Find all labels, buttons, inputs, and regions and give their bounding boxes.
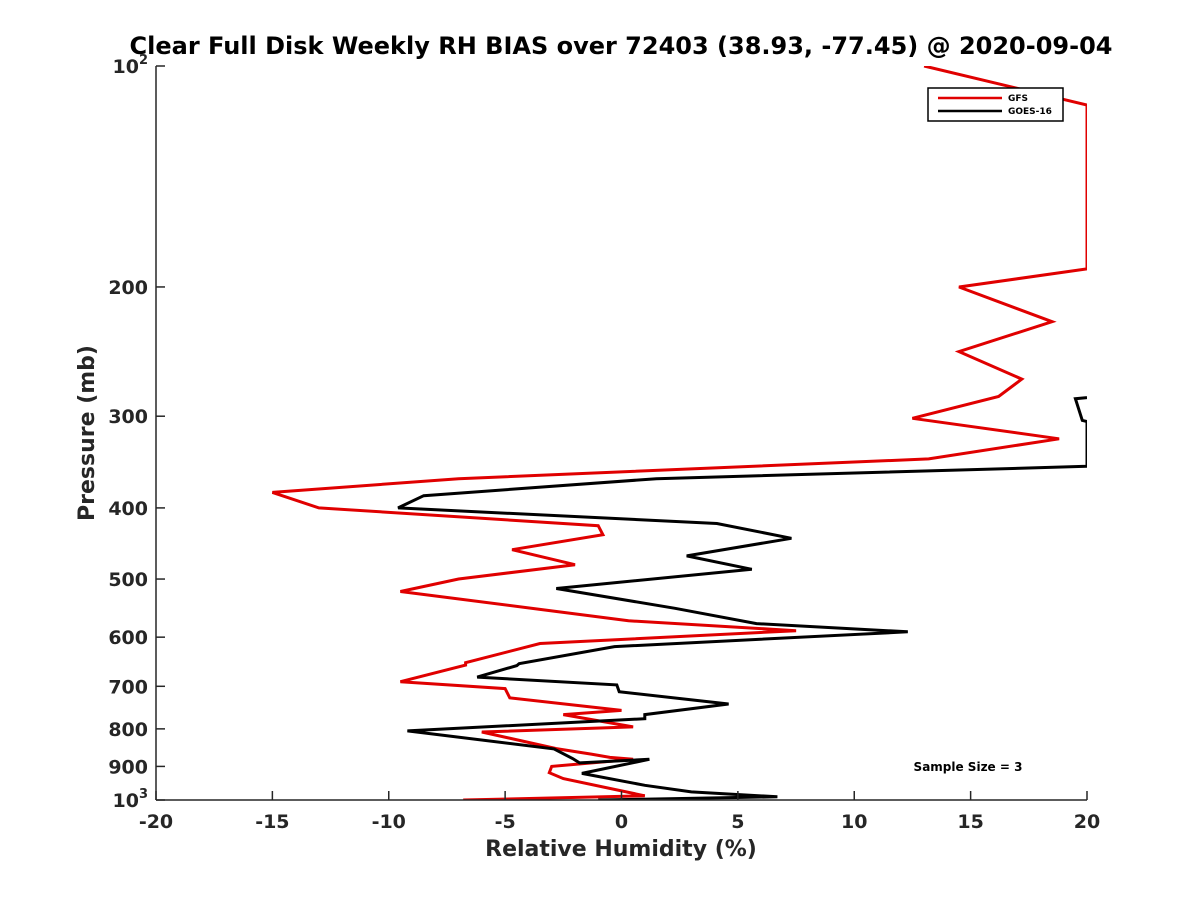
legend-box [927, 87, 1064, 122]
axes-layer [155, 66, 1087, 801]
y-tick-label: 700 [108, 676, 148, 698]
x-tick-label: 0 [615, 811, 628, 833]
sample-size-annotation: Sample Size = 3 [914, 760, 1023, 774]
y-tick-label: 200 [108, 277, 148, 299]
y-tick-label: 900 [108, 756, 148, 778]
y-ticks: 102 200 300 400 500 600 700 800 900 103 [108, 53, 165, 812]
y-tick-label: 400 [108, 498, 148, 520]
x-tick-label: -5 [495, 811, 516, 833]
y-axis-label: Pressure (mb) [75, 345, 100, 521]
x-tick-label: 15 [957, 811, 983, 833]
y-tick-label: 800 [108, 719, 148, 741]
y-tick-label: 102 [113, 53, 149, 78]
x-axis-label: Relative Humidity (%) [485, 837, 757, 862]
legend-label-gfs: GFS [1008, 94, 1028, 104]
x-tick-label: -15 [255, 811, 289, 833]
legend: GFS GOES-16 [927, 87, 1064, 122]
y-tick-label: 500 [108, 569, 148, 591]
x-tick-label: 5 [731, 811, 744, 833]
x-ticks: -20 -15 -10 -5 0 5 10 15 20 [139, 791, 1100, 833]
series-line-goes-16 [397, 396, 1087, 800]
y-tick-label: 103 [113, 787, 149, 812]
x-tick-label: 10 [841, 811, 867, 833]
x-tick-label: -10 [372, 811, 406, 833]
legend-label-goes: GOES-16 [1008, 107, 1052, 117]
chart-title: Clear Full Disk Weekly RH BIAS over 7240… [130, 32, 1113, 60]
y-tick-label: 300 [108, 406, 148, 428]
series-line-gfs [271, 66, 1087, 800]
series-layer [271, 66, 1087, 800]
y-tick-label: 600 [108, 627, 148, 649]
x-tick-label: 20 [1074, 811, 1100, 833]
x-tick-label: -20 [139, 811, 173, 833]
